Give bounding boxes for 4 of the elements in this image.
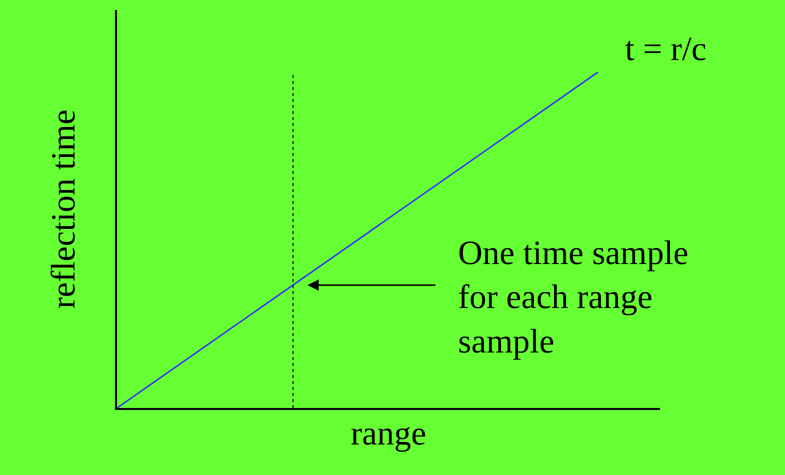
x-axis-title: range: [350, 416, 426, 453]
y-axis-title: reflection time: [45, 109, 82, 309]
annotation: One time sample for each range sample: [458, 235, 688, 360]
text: t = r/c: [625, 31, 706, 68]
